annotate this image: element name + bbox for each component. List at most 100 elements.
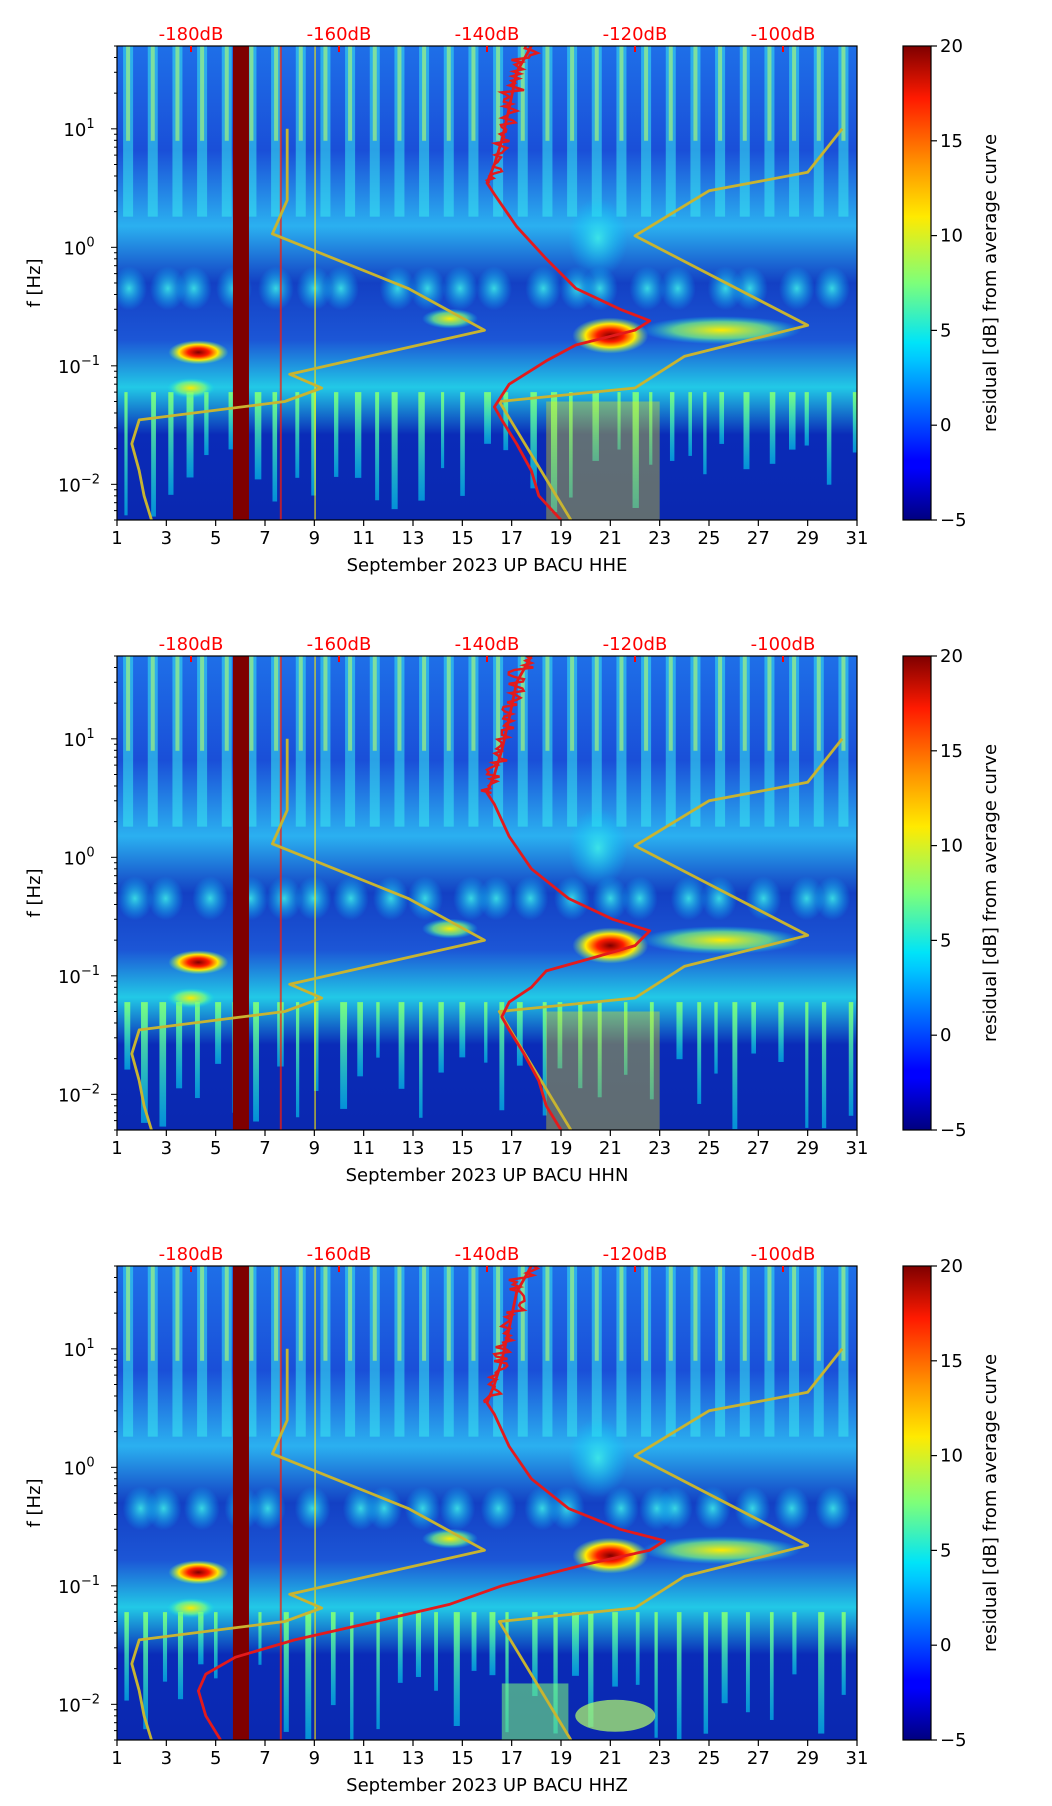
diurnal-band-core xyxy=(644,1266,649,1361)
lp-spike xyxy=(688,392,692,456)
microseism-blob xyxy=(701,876,738,921)
storm-warmspot xyxy=(167,1597,215,1618)
microseism-blob xyxy=(332,876,369,921)
lp-spike xyxy=(354,392,362,478)
lp-spike xyxy=(612,1612,618,1687)
lp-spike xyxy=(632,392,639,508)
lp-spike xyxy=(441,392,445,469)
microseism-blob xyxy=(734,1486,771,1531)
microseism-blob xyxy=(442,266,479,311)
storm-warmspot xyxy=(641,926,802,955)
x-tick-label: 17 xyxy=(500,1748,523,1769)
microseism-blob xyxy=(525,266,562,311)
colorbar-tick-label: 10 xyxy=(940,226,963,247)
lp-spike xyxy=(516,1002,523,1066)
db-label: -100dB xyxy=(751,634,816,655)
x-tick-label: 1 xyxy=(111,1138,122,1159)
diurnal-band-core xyxy=(545,656,550,751)
microseism-blob xyxy=(379,266,416,311)
x-tick-label: 15 xyxy=(451,1138,474,1159)
colorbar-tick-label: 20 xyxy=(940,36,963,57)
diurnal-band-core xyxy=(792,46,797,141)
model-curve-low xyxy=(130,1348,486,1740)
x-tick-label: 7 xyxy=(259,1748,270,1769)
colorbar-tick-label: 15 xyxy=(940,1351,963,1372)
lp-spike xyxy=(578,1002,583,1089)
lp-spike xyxy=(141,1002,148,1123)
microseism-blob xyxy=(295,876,332,921)
diurnal-band-core xyxy=(249,46,254,141)
model-curve-high xyxy=(497,127,844,520)
lp-spike xyxy=(438,1002,444,1073)
diurnal-band-core xyxy=(718,656,723,751)
lp-spike xyxy=(489,1612,496,1676)
x-tick-label: 3 xyxy=(161,528,172,549)
diurnal-band-core xyxy=(224,1266,229,1361)
db-label: -180dB xyxy=(159,1244,224,1265)
lp-spike xyxy=(550,392,558,513)
y-tick-label: 101 xyxy=(63,117,94,141)
lp-spike xyxy=(623,1002,628,1075)
lp-spike xyxy=(198,1612,204,1665)
diurnal-band-core xyxy=(150,656,155,751)
diurnal-band-core xyxy=(742,1266,747,1361)
x-tick-label: 29 xyxy=(796,1748,819,1769)
diurnal-band-core xyxy=(693,46,698,141)
x-tick-label: 19 xyxy=(550,1138,573,1159)
diurnal-band-core xyxy=(200,46,205,141)
db-label: -120dB xyxy=(603,634,668,655)
diurnal-band-core xyxy=(841,46,846,141)
diurnal-band-core xyxy=(496,1266,501,1361)
lp-spike xyxy=(162,1612,168,1682)
colorbar-tick-label: 15 xyxy=(940,741,963,762)
x-tick-label: 5 xyxy=(210,1138,221,1159)
x-tick-label: 5 xyxy=(210,528,221,549)
lp-spike xyxy=(453,1612,460,1726)
microseism-blob xyxy=(476,266,513,311)
diurnal-band-core xyxy=(175,656,180,751)
x-tick-label: 27 xyxy=(747,1138,770,1159)
x-tick-label: 9 xyxy=(309,1748,320,1769)
x-tick-label: 11 xyxy=(352,1138,375,1159)
lp-spike xyxy=(697,1002,702,1104)
data-gap-column xyxy=(232,656,249,1130)
lp-spike xyxy=(499,1002,505,1111)
x-tick-label: 1 xyxy=(111,1748,122,1769)
x-tick-label: 25 xyxy=(698,528,721,549)
diurnal-band-core xyxy=(126,656,131,751)
x-tick-label: 11 xyxy=(352,1748,375,1769)
microseism-blob xyxy=(257,266,294,311)
diurnal-band-core xyxy=(224,46,229,141)
diurnal-band-core xyxy=(496,656,501,751)
lp-spike xyxy=(177,1612,184,1700)
diurnal-band-core xyxy=(422,656,427,751)
db-label: -140dB xyxy=(455,634,520,655)
diurnal-band-core xyxy=(767,1266,772,1361)
storm-hotspot xyxy=(168,950,229,975)
diurnal-band-core xyxy=(372,46,377,141)
diurnal-band-core xyxy=(471,46,476,141)
y-tick-label: 10−1 xyxy=(58,354,100,378)
storm-hotspot xyxy=(572,1537,649,1574)
microseism-blob xyxy=(117,876,153,921)
model-curve-high xyxy=(497,737,844,1130)
lp-spike xyxy=(588,1612,594,1727)
y-tick-label: 10−2 xyxy=(58,1082,100,1106)
lp-spike xyxy=(397,1612,403,1683)
x-tick-label: 19 xyxy=(550,1748,573,1769)
diurnal-band-core xyxy=(644,46,649,141)
lp-spike xyxy=(391,392,398,510)
lp-spike xyxy=(168,392,174,495)
diurnal-band-core xyxy=(594,46,599,141)
microseism-blob xyxy=(407,876,444,921)
y-tick-label: 100 xyxy=(63,1455,94,1479)
lp-spike xyxy=(484,1002,488,1063)
storm-hotspot xyxy=(572,927,649,964)
lp-spike xyxy=(460,392,465,496)
microseism-blob xyxy=(249,1486,286,1531)
microseism-blob xyxy=(694,1486,731,1531)
microseism-blob xyxy=(621,876,658,921)
diurnal-band-core xyxy=(570,656,575,751)
